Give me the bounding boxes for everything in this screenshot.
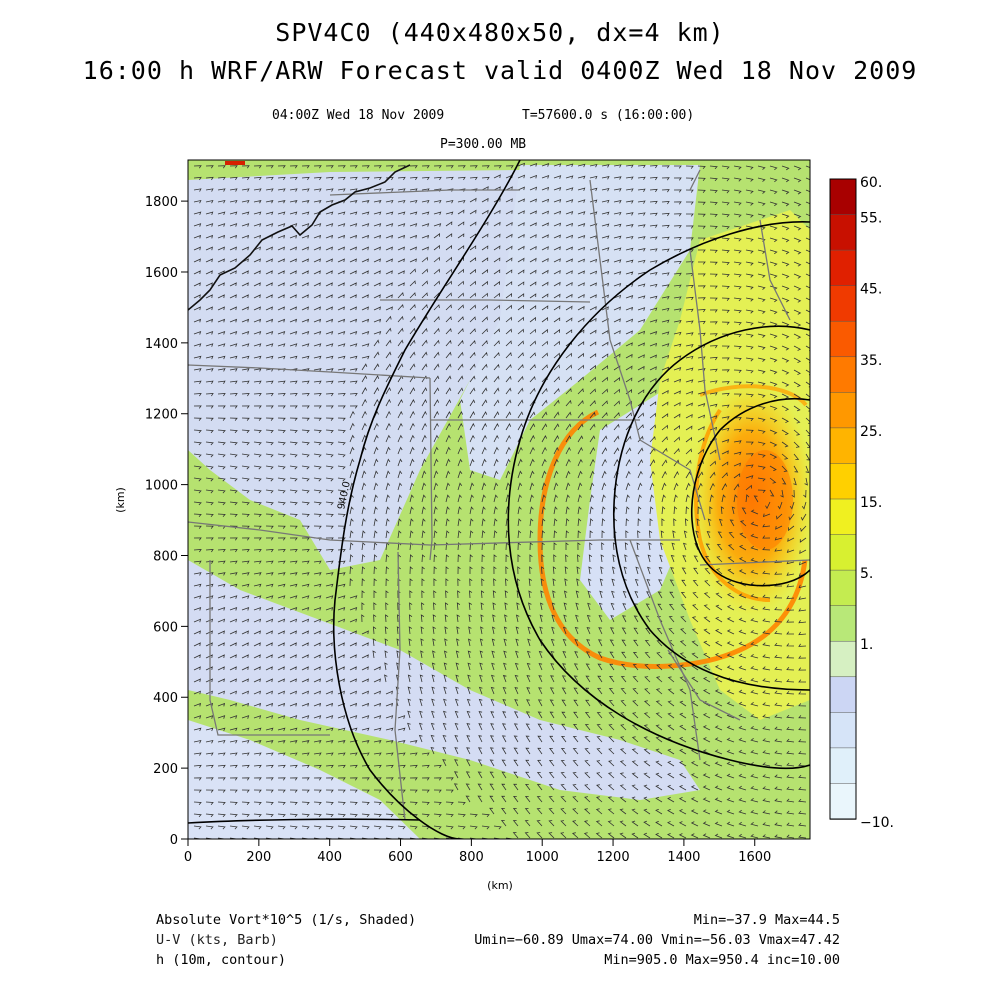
colorbar-label: 5.: [860, 566, 873, 582]
x-tick-label: 800: [459, 850, 484, 865]
colorbar-swatch: [829, 712, 857, 749]
x-tick-label: 200: [246, 850, 271, 865]
colorbar-label: 15.: [860, 495, 882, 511]
colorbar-swatch: [829, 392, 857, 429]
colorbar-swatch: [829, 178, 857, 216]
axes: 0 200 400 600 800 1000 1200 1400 1600 0 200 400 600 8…: [145, 195, 771, 865]
colorbar-swatch: [829, 747, 857, 785]
x-tick-label: 1200: [597, 850, 630, 865]
colorbar-swatch: [829, 676, 857, 714]
y-tick-label: 800: [153, 549, 178, 564]
colorbar-swatch: [829, 214, 857, 251]
title-line-1: SPV4C0 (440x480x50, dx=4 km): [275, 18, 725, 47]
colorbar-label: 35.: [860, 353, 882, 369]
x-tick-label: 1000: [526, 850, 559, 865]
wind-barb-field: [193, 162, 810, 839]
colorbar-swatch: [829, 320, 857, 358]
colorbar-swatch: [829, 640, 857, 678]
colorbar-swatch: [829, 534, 857, 571]
vorticity-spiral-band: [537, 409, 808, 669]
colorbar-swatch: [829, 498, 857, 536]
colorbar-swatch: [829, 356, 857, 394]
colorbar-swatch: [829, 427, 857, 465]
y-tick-label: 0: [170, 833, 178, 848]
colorbar-swatch: [829, 605, 857, 642]
vorticity-low-region-south: [188, 560, 700, 800]
y-tick-label: 1600: [145, 266, 178, 281]
colorbar-label: 60.: [860, 175, 882, 191]
colorbar-label: 1.: [860, 637, 873, 653]
y-tick-label: 1400: [145, 337, 178, 352]
colorbar-label: 25.: [860, 424, 882, 440]
footer-stats-vorticity: Min=−37.9 Max=44.5: [693, 912, 840, 928]
colorbar-label: −10.: [860, 815, 894, 831]
footer-stats-height: Min=905.0 Max=950.4 inc=10.00: [604, 952, 840, 968]
footer-field-wind: U-V (kts, Barb): [156, 932, 278, 948]
title-line-2: 16:00 h WRF/ARW Forecast valid 0400Z Wed…: [82, 56, 918, 85]
footer-field-vorticity: Absolute Vort*10^5 (1/s, Shaded): [156, 912, 417, 928]
y-tick-label: 1200: [145, 408, 178, 423]
x-tick-label: 1600: [738, 850, 771, 865]
y-tick-label: 400: [153, 691, 178, 706]
state-borders: [188, 169, 810, 821]
colorbar-swatch: [829, 249, 857, 287]
vorticity-peak: [737, 450, 793, 550]
colorbar-swatch: [829, 569, 857, 607]
valid-time-label: 04:00Z Wed 18 Nov 2009: [272, 108, 445, 123]
colorbar-swatch: [829, 783, 857, 820]
model-time-label: T=57600.0 s (16:00:00): [522, 108, 695, 123]
vorticity-low-region-southwest: [188, 720, 420, 839]
footer-stats-wind: Umin=−60.89 Umax=74.00 Vmin=−56.03 Vmax=…: [474, 932, 840, 948]
y-tick-label: 200: [153, 762, 178, 777]
coastline: [188, 164, 411, 311]
colorbar-label: 45.: [860, 282, 882, 298]
colorbar-swatch: [829, 463, 857, 500]
colorbar: 60. 55. 45. 35. 25. 15. 5. 1. −10.: [829, 175, 894, 831]
vorticity-low-region-north: [460, 165, 700, 480]
colorbar-swatch: [829, 285, 857, 322]
colorbar-label: 55.: [860, 211, 882, 227]
y-tick-label: 1000: [145, 479, 178, 494]
pressure-level-label: P=300.00 MB: [440, 137, 527, 152]
x-axis-label: (km): [487, 879, 513, 892]
x-tick-label: 1400: [667, 850, 700, 865]
x-tick-label: 400: [317, 850, 342, 865]
y-tick-label: 1800: [145, 195, 178, 210]
plot-frame: [187, 159, 811, 840]
vorticity-spot: [225, 161, 245, 165]
colorbar-frame: [829, 178, 857, 820]
height-contours: [188, 160, 810, 839]
x-tick-label: 0: [184, 850, 192, 865]
x-tick-label: 600: [388, 850, 413, 865]
map-plot: 940.0: [188, 160, 810, 839]
y-tick-label: 600: [153, 620, 178, 635]
y-axis-label: (km): [114, 487, 127, 513]
wind-barbs: [193, 162, 810, 839]
footer-field-height: h (10m, contour): [156, 952, 287, 968]
